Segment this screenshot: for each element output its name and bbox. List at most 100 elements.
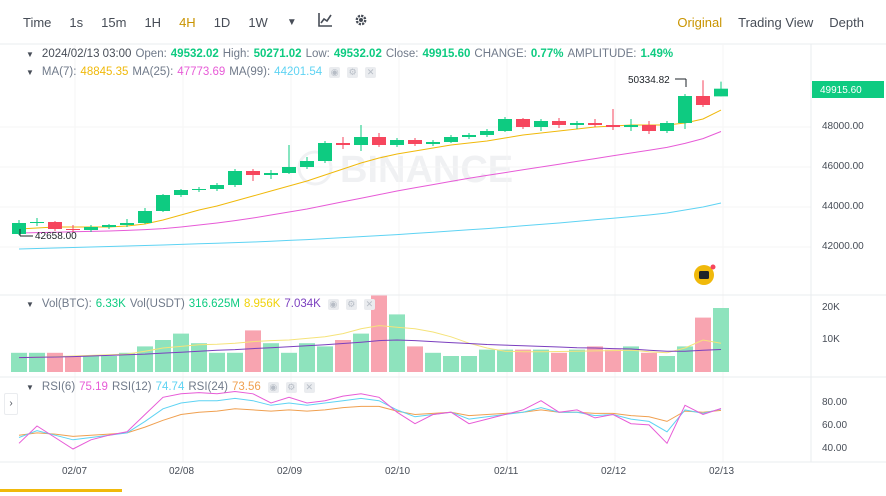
candle-body — [534, 121, 548, 127]
candle — [174, 189, 188, 197]
candle-body — [336, 143, 350, 145]
candle-body — [30, 222, 44, 223]
candle-body — [714, 88, 728, 97]
vol-ma1-line — [18, 325, 722, 359]
candle — [534, 119, 548, 131]
vol-close-icon[interactable]: ✕ — [363, 298, 375, 310]
ma25-line — [18, 131, 722, 234]
rsi-axis-tick: 40.00 — [822, 443, 848, 454]
candle — [570, 121, 584, 129]
rsi-close-icon[interactable]: ✕ — [303, 381, 315, 393]
interval-1w[interactable]: 1W — [248, 14, 268, 30]
view-group: Original Trading View Depth — [669, 15, 886, 30]
candle-body — [102, 225, 116, 227]
volume-bar — [353, 333, 369, 372]
volume-bar — [641, 352, 657, 372]
min-price-label: 42658.00 — [35, 231, 77, 242]
interval-1d[interactable]: 1D — [213, 14, 231, 30]
volume-bar — [317, 346, 333, 372]
orders-badge[interactable] — [694, 264, 716, 286]
indicator-chart-icon[interactable] — [307, 12, 343, 32]
candle-body — [12, 223, 26, 234]
close-label: Close: — [385, 48, 419, 60]
amplitude-value: 1.49% — [640, 48, 674, 60]
view-depth[interactable]: Depth — [829, 14, 864, 30]
ma-visibility-icon[interactable]: ◉ — [329, 66, 341, 78]
candle-body — [444, 137, 458, 142]
ma25-value: 47773.69 — [177, 66, 226, 78]
candle — [282, 145, 296, 174]
candle — [678, 94, 692, 129]
rsi6-label: RSI(6) — [41, 381, 76, 393]
rsi12-line — [18, 397, 722, 441]
candle-body — [696, 96, 710, 105]
chart-toolbar: Time 1s 15m 1H 4H 1D 1W ▼ Original Tradi… — [0, 0, 886, 44]
candle-body — [120, 223, 134, 225]
ma-legend: ▼ MA(7): 48845.35 MA(25): 47773.69 MA(99… — [26, 66, 377, 78]
watermark: BINANCE — [297, 149, 513, 191]
candle — [552, 118, 566, 128]
rsi-settings-icon[interactable]: ⚙ — [285, 381, 297, 393]
volume-bar — [407, 346, 423, 372]
more-intervals-dropdown-icon[interactable]: ▼ — [286, 16, 297, 28]
candle — [462, 133, 476, 139]
interval-15m[interactable]: 15m — [101, 14, 127, 30]
ma-settings-icon[interactable]: ⚙ — [347, 66, 359, 78]
interval-4h[interactable]: 4H — [179, 14, 196, 30]
ma99-line — [18, 202, 722, 250]
volume-bar — [83, 356, 99, 372]
ma99-value: 44201.54 — [274, 66, 323, 78]
rsi6-line — [18, 390, 722, 450]
collapse-toggle-icon[interactable]: ▼ — [26, 49, 34, 59]
volume-bar — [605, 349, 621, 372]
rsi24-value: 73.56 — [231, 381, 261, 393]
change-label: CHANGE: — [474, 48, 527, 60]
candle-body — [282, 167, 296, 173]
ma7-label: MA(7): — [41, 66, 77, 78]
interval-1s[interactable]: 1s — [69, 14, 84, 30]
candle — [516, 118, 530, 129]
vol-visibility-icon[interactable]: ◉ — [327, 298, 339, 310]
candle — [480, 129, 494, 137]
ma-close-icon[interactable]: ✕ — [365, 66, 377, 78]
candle — [228, 169, 242, 187]
candle-body — [66, 229, 80, 230]
candle-body — [390, 140, 404, 145]
candle-body — [300, 161, 314, 167]
vol-ma2-value: 7.034K — [284, 298, 321, 310]
vol-btc-label: Vol(BTC): — [41, 298, 92, 310]
candle-body — [372, 137, 386, 145]
volume-bar — [389, 314, 405, 372]
settings-gear-icon[interactable] — [343, 12, 379, 32]
candle — [210, 183, 224, 191]
volume-bar — [209, 352, 225, 372]
volume-bar — [191, 343, 207, 372]
view-original[interactable]: Original — [677, 14, 723, 30]
min-price-marker: 42658.00 — [19, 229, 77, 242]
ma-collapse-icon[interactable]: ▼ — [26, 67, 34, 77]
rsi-legend: ▼ RSI(6) 75.19 RSI(12) 74.74 RSI(24) 73.… — [26, 381, 315, 393]
volume-bar — [335, 340, 351, 372]
rsi12-value: 74.74 — [155, 381, 185, 393]
date-axis-tick: 02/11 — [494, 466, 519, 477]
candle-body — [552, 121, 566, 125]
candle-body — [174, 190, 188, 195]
candle-body — [606, 125, 620, 127]
scroll-indicator[interactable] — [0, 489, 122, 492]
volume-bar — [677, 346, 693, 372]
time-label[interactable]: Time — [23, 14, 52, 30]
vol-settings-icon[interactable]: ⚙ — [345, 298, 357, 310]
vol-collapse-icon[interactable]: ▼ — [26, 299, 34, 309]
volume-bar — [245, 330, 261, 372]
expand-left-panel-button[interactable]: › — [4, 393, 18, 415]
view-trading-view[interactable]: Trading View — [738, 14, 814, 30]
price-axis-tick: 46000.00 — [822, 161, 864, 172]
rsi-visibility-icon[interactable]: ◉ — [267, 381, 279, 393]
candle — [246, 169, 260, 181]
candle — [336, 137, 350, 149]
candle — [138, 208, 152, 224]
rsi-collapse-icon[interactable]: ▼ — [26, 382, 34, 392]
interval-1h[interactable]: 1H — [144, 14, 162, 30]
candle — [48, 221, 62, 231]
